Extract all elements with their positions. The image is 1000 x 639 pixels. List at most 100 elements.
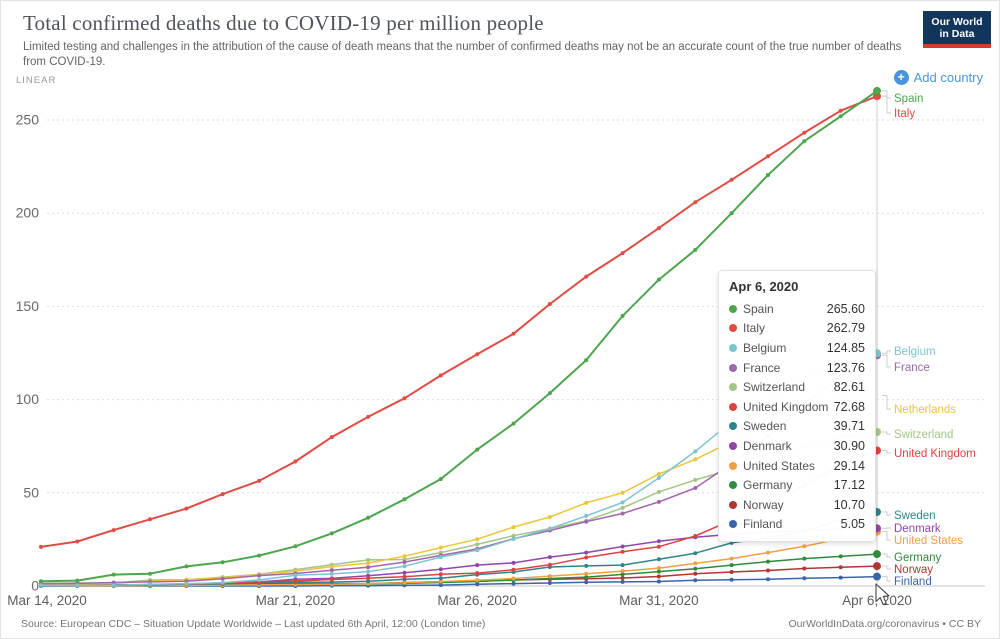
entity-label-spain[interactable]: Spain	[894, 93, 923, 105]
data-point[interactable]	[148, 517, 152, 522]
data-point[interactable]	[620, 576, 625, 580]
data-point[interactable]	[766, 559, 770, 564]
entity-label-norway[interactable]: Norway	[894, 564, 933, 576]
data-point[interactable]	[257, 478, 262, 483]
data-point[interactable]	[438, 555, 443, 560]
data-point[interactable]	[438, 579, 443, 584]
data-point[interactable]	[620, 549, 625, 554]
data-point[interactable]	[838, 565, 843, 570]
data-point[interactable]	[729, 570, 734, 574]
data-point[interactable]	[656, 539, 661, 544]
data-point[interactable]	[293, 573, 298, 578]
data-point[interactable]	[148, 582, 152, 587]
hovered-end-point-finland[interactable]	[873, 572, 881, 581]
series-norway[interactable]	[39, 562, 881, 587]
data-point[interactable]	[184, 564, 189, 569]
data-point[interactable]	[257, 573, 262, 578]
data-point[interactable]	[366, 569, 371, 574]
data-point[interactable]	[402, 580, 407, 585]
series-line-italy[interactable]	[40, 95, 878, 548]
data-point[interactable]	[656, 557, 661, 562]
data-point[interactable]	[329, 568, 334, 573]
data-point[interactable]	[75, 583, 80, 588]
data-point[interactable]	[584, 550, 589, 555]
data-point[interactable]	[39, 583, 43, 588]
data-point[interactable]	[547, 526, 552, 531]
data-point[interactable]	[438, 572, 443, 577]
entity-label-denmark[interactable]: Denmark	[894, 523, 941, 535]
data-point[interactable]	[438, 373, 443, 378]
data-point[interactable]	[838, 108, 843, 113]
data-point[interactable]	[693, 534, 698, 538]
data-point[interactable]	[75, 578, 80, 583]
data-point[interactable]	[366, 579, 371, 584]
data-point[interactable]	[584, 358, 589, 363]
data-point[interactable]	[293, 459, 298, 464]
data-point[interactable]	[475, 582, 480, 587]
data-point[interactable]	[620, 511, 625, 516]
data-point[interactable]	[766, 568, 770, 573]
entity-label-italy[interactable]: Italy	[894, 108, 915, 120]
entity-label-united-kingdom[interactable]: United Kingdom	[894, 448, 976, 460]
data-point[interactable]	[111, 580, 116, 585]
data-point[interactable]	[366, 561, 371, 566]
data-point[interactable]	[366, 414, 371, 419]
data-point[interactable]	[111, 528, 116, 533]
data-point[interactable]	[584, 519, 589, 524]
data-point[interactable]	[584, 500, 589, 505]
data-point[interactable]	[620, 505, 625, 510]
data-point[interactable]	[620, 500, 625, 505]
data-point[interactable]	[656, 566, 661, 571]
data-point[interactable]	[511, 421, 516, 426]
data-point[interactable]	[511, 576, 516, 581]
data-point[interactable]	[802, 556, 807, 561]
data-point[interactable]	[547, 302, 552, 306]
series-spain[interactable]	[39, 86, 881, 584]
data-point[interactable]	[656, 475, 661, 480]
data-point[interactable]	[620, 313, 625, 318]
data-point[interactable]	[402, 564, 407, 569]
data-point[interactable]	[584, 575, 589, 580]
data-point[interactable]	[802, 130, 807, 135]
data-point[interactable]	[620, 572, 625, 577]
data-point[interactable]	[402, 396, 407, 401]
data-point[interactable]	[39, 544, 43, 549]
data-point[interactable]	[438, 545, 443, 550]
data-point[interactable]	[220, 580, 225, 585]
data-point[interactable]	[729, 556, 734, 561]
data-point[interactable]	[656, 277, 661, 282]
data-point[interactable]	[693, 566, 698, 571]
data-point[interactable]	[220, 492, 225, 497]
data-point[interactable]	[220, 576, 225, 581]
data-point[interactable]	[693, 571, 698, 576]
data-point[interactable]	[766, 550, 770, 555]
data-point[interactable]	[584, 580, 589, 585]
data-point[interactable]	[329, 531, 334, 536]
hovered-end-point-spain[interactable]	[873, 86, 881, 95]
data-point[interactable]	[438, 477, 443, 481]
entity-label-sweden[interactable]: Sweden	[894, 510, 936, 522]
data-point[interactable]	[402, 570, 407, 575]
data-point[interactable]	[148, 571, 152, 576]
data-point[interactable]	[620, 569, 625, 574]
data-point[interactable]	[802, 576, 807, 581]
data-point[interactable]	[366, 515, 371, 520]
add-country-button[interactable]: + Add country	[893, 70, 983, 85]
entity-label-finland[interactable]: Finland	[894, 576, 932, 588]
entity-label-united-states[interactable]: United States	[894, 535, 963, 547]
data-point[interactable]	[656, 489, 661, 494]
data-point[interactable]	[547, 515, 552, 519]
data-point[interactable]	[584, 513, 589, 518]
data-point[interactable]	[329, 571, 334, 576]
data-point[interactable]	[838, 575, 843, 580]
entity-label-netherlands[interactable]: Netherlands	[894, 404, 956, 416]
data-point[interactable]	[475, 352, 480, 357]
credit-link[interactable]: OurWorldInData.org/coronavirus • CC BY	[788, 618, 981, 630]
entity-label-germany[interactable]: Germany	[894, 552, 942, 564]
data-point[interactable]	[693, 449, 698, 454]
data-point[interactable]	[547, 574, 552, 579]
series-line-spain[interactable]	[40, 90, 878, 583]
data-point[interactable]	[402, 574, 407, 579]
scale-selector[interactable]: LINEAR	[16, 75, 57, 86]
data-point[interactable]	[111, 572, 116, 577]
